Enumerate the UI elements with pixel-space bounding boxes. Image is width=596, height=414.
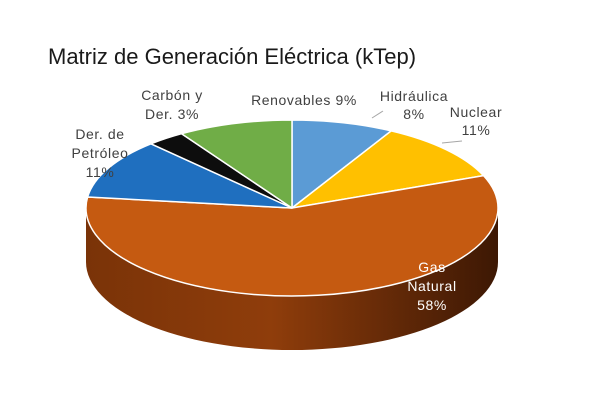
slice-renovables [180, 119, 293, 209]
slice-nuclear [291, 130, 485, 209]
label-renovables: Renovables 9% [251, 92, 357, 108]
label-gas-natural: Gas Natural 58% [407, 259, 456, 313]
slice-gas-natural [85, 174, 499, 297]
label-carbon-y-der: Carbón y Der. 3% [141, 87, 203, 122]
pie-slices [85, 119, 499, 297]
leader-lines [371, 110, 463, 144]
label-der-de-petroleo: Der. de Petróleo 11% [72, 126, 129, 180]
slice-hidraulica [291, 119, 392, 209]
chart-title: Matriz de Generación Eléctrica (kTep) [48, 44, 417, 69]
leader-hidraulica [371, 110, 384, 119]
label-hidraulica: Hidráulica 8% [380, 88, 448, 122]
label-nuclear: Nuclear 11% [450, 104, 502, 138]
leader-nuclear [441, 140, 463, 144]
slice-der-de-petroleo [86, 143, 293, 209]
side-gas-natural [86, 208, 498, 350]
pie-3d-side [86, 208, 498, 350]
slice-labels: Hidráulica 8% Nuclear 11% Gas Natural 58% Der. … [72, 87, 502, 313]
